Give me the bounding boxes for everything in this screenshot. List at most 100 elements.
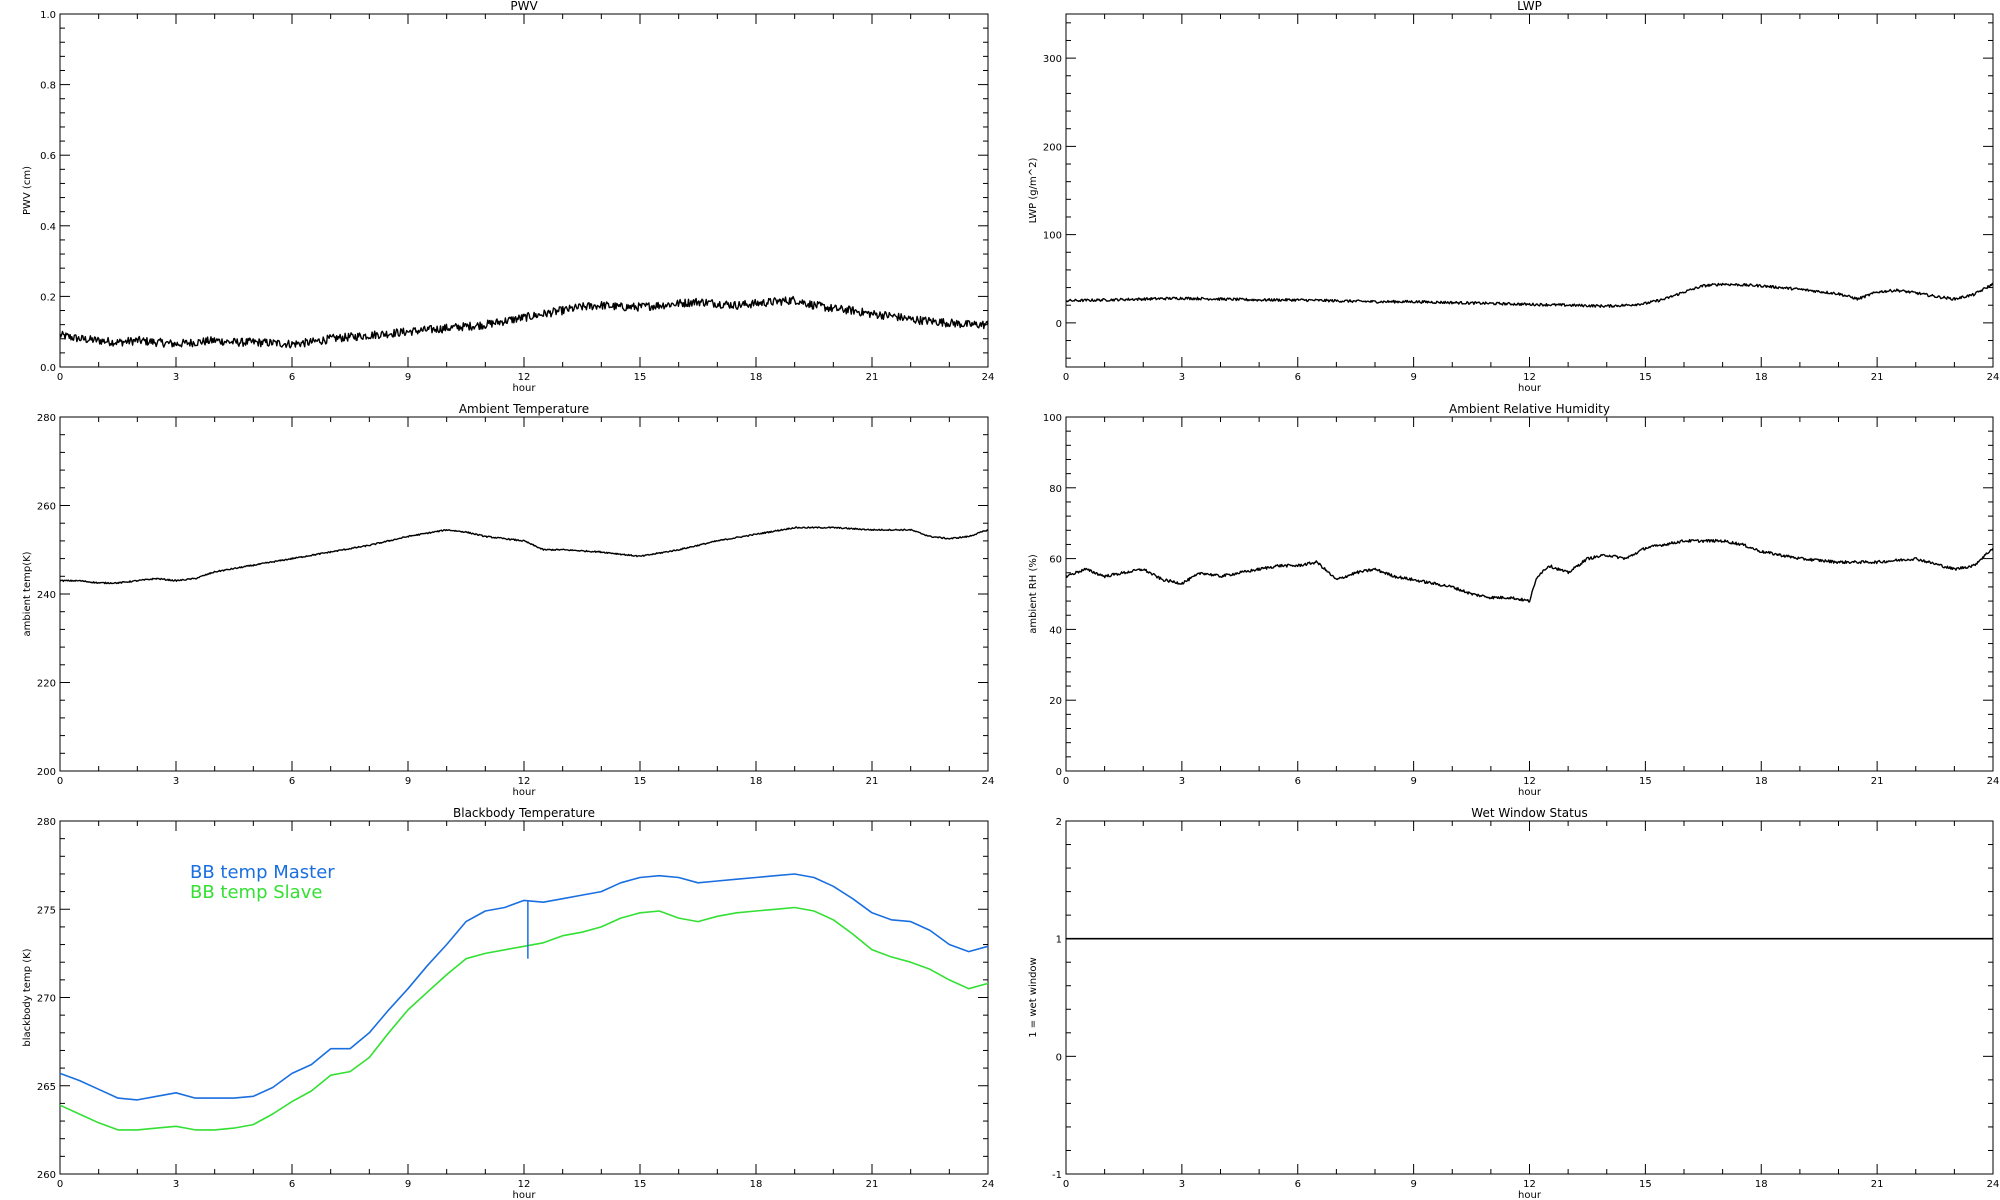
- x-tick-label: 3: [1179, 372, 1185, 383]
- y-tick-label: 270: [37, 994, 56, 1005]
- x-tick-label: 9: [1410, 776, 1416, 787]
- y-tick-label: 0: [1056, 319, 1062, 330]
- x-tick-label: 12: [518, 1179, 531, 1190]
- y-tick-label: 240: [37, 590, 56, 601]
- x-axis-label: hour: [513, 787, 537, 798]
- x-tick-label: 21: [1871, 1179, 1884, 1190]
- x-tick-label: 12: [1523, 1179, 1536, 1190]
- y-tick-label: 280: [37, 817, 56, 828]
- x-tick-label: 12: [1523, 776, 1536, 787]
- y-axis-label: PWV (cm): [22, 166, 33, 215]
- x-axis-label: hour: [513, 383, 537, 394]
- plot-frame: [59, 13, 989, 368]
- chart-panel-3: Ambient Temperature 0 3 6 9 12 15 18 21 24 hour 200…: [22, 402, 994, 798]
- x-tick-label: 6: [1295, 1179, 1301, 1190]
- x-tick-label: 24: [982, 1179, 995, 1190]
- y-tick-label: 220: [37, 679, 56, 690]
- x-tick-label: 18: [1755, 1179, 1768, 1190]
- y-axis-label: 1 = wet window: [1028, 957, 1039, 1037]
- x-tick-label: 15: [634, 372, 647, 383]
- x-tick-label: 0: [1063, 776, 1069, 787]
- x-tick-label: 0: [57, 1179, 63, 1190]
- x-tick-label: 3: [1179, 1179, 1185, 1190]
- x-tick-label: 6: [1295, 372, 1301, 383]
- x-axis-label: hour: [1518, 787, 1542, 798]
- y-axis-label: LWP (g/m^2): [1028, 158, 1039, 224]
- x-tick-label: 21: [1871, 776, 1884, 787]
- x-tick-label: 24: [982, 776, 995, 787]
- x-tick-label: 3: [173, 1179, 179, 1190]
- chart-title: Ambient Relative Humidity: [1449, 402, 1610, 416]
- y-tick-label: 260: [37, 502, 56, 513]
- plot-frame: [1065, 416, 1994, 772]
- y-tick-label: 0: [1056, 767, 1062, 778]
- x-tick-label: 18: [750, 1179, 763, 1190]
- x-tick-label: 0: [1063, 372, 1069, 383]
- y-tick-label: 280: [37, 413, 56, 424]
- x-tick-label: 9: [1410, 372, 1416, 383]
- x-tick-label: 15: [1639, 776, 1652, 787]
- x-tick-label: 3: [173, 776, 179, 787]
- x-axis-label: hour: [1518, 383, 1542, 394]
- x-tick-label: 6: [289, 776, 295, 787]
- x-tick-label: 18: [1755, 372, 1768, 383]
- legend-entry-2: BB temp Slave: [190, 882, 322, 903]
- x-tick-label: 0: [57, 372, 63, 383]
- y-tick-label: 0.6: [40, 151, 56, 162]
- x-tick-label: 24: [1987, 776, 2000, 787]
- chart-panel-1: PWV 0 3 6 9 12 15 18 21 24 hour 0.0 0.2 0.4 0.6 0.8 1.0 P…: [22, 0, 994, 394]
- chart-panel-5: Blackbody Temperature 0 3 6 9 12 15 18 21 24 hour 2…: [22, 806, 994, 1200]
- series-line-1: [1065, 282, 1994, 308]
- x-tick-label: 12: [518, 372, 531, 383]
- series-line-1: [1065, 538, 1994, 603]
- y-tick-label: 80: [1049, 484, 1062, 495]
- x-tick-label: 21: [1871, 372, 1884, 383]
- chart-title: PWV: [510, 0, 538, 13]
- x-tick-label: 9: [1410, 1179, 1416, 1190]
- y-tick-label: 100: [1043, 231, 1062, 242]
- x-tick-label: 9: [405, 372, 411, 383]
- x-tick-label: 18: [750, 372, 763, 383]
- x-tick-label: 24: [1987, 1179, 2000, 1190]
- x-tick-label: 3: [173, 372, 179, 383]
- x-tick-label: 6: [1295, 776, 1301, 787]
- x-tick-label: 0: [1063, 1179, 1069, 1190]
- series-line-1: [59, 295, 989, 349]
- x-tick-label: 12: [518, 776, 531, 787]
- x-tick-label: 21: [866, 776, 879, 787]
- plot-frame: [59, 416, 989, 772]
- x-tick-label: 18: [750, 776, 763, 787]
- y-axis-label: ambient temp(K): [22, 551, 33, 636]
- x-tick-label: 3: [1179, 776, 1185, 787]
- y-tick-label: 300: [1043, 54, 1062, 65]
- series-line-2: [59, 906, 989, 1131]
- y-tick-label: -1: [1052, 1170, 1062, 1181]
- x-tick-label: 6: [289, 1179, 295, 1190]
- y-tick-label: 200: [37, 767, 56, 778]
- y-tick-label: 260: [37, 1170, 56, 1181]
- x-tick-label: 15: [634, 1179, 647, 1190]
- y-tick-label: 1.0: [40, 10, 56, 21]
- plot-frame: [1065, 820, 1994, 1175]
- y-tick-label: 2: [1056, 817, 1062, 828]
- series-line-1: [59, 526, 989, 585]
- y-axis-label: ambient RH (%): [1028, 554, 1039, 634]
- x-axis-label: hour: [513, 1190, 537, 1200]
- chart-title: Blackbody Temperature: [453, 806, 595, 820]
- x-tick-label: 21: [866, 1179, 879, 1190]
- y-tick-label: 100: [1043, 413, 1062, 424]
- chart-title: LWP: [1517, 0, 1542, 13]
- y-tick-label: 0.4: [40, 222, 56, 233]
- x-tick-label: 15: [1639, 372, 1652, 383]
- chart-panel-2: LWP 0 3 6 9 12 15 18 21 24 hour 0 100 200 300 LWP (g/m^…: [1028, 0, 1999, 394]
- chart-title: Ambient Temperature: [459, 402, 589, 416]
- x-tick-label: 21: [866, 372, 879, 383]
- x-tick-label: 18: [1755, 776, 1768, 787]
- chart-title: Wet Window Status: [1471, 806, 1587, 820]
- y-tick-label: 20: [1049, 696, 1062, 707]
- x-tick-label: 0: [57, 776, 63, 787]
- y-tick-label: 200: [1043, 142, 1062, 153]
- x-tick-label: 6: [289, 372, 295, 383]
